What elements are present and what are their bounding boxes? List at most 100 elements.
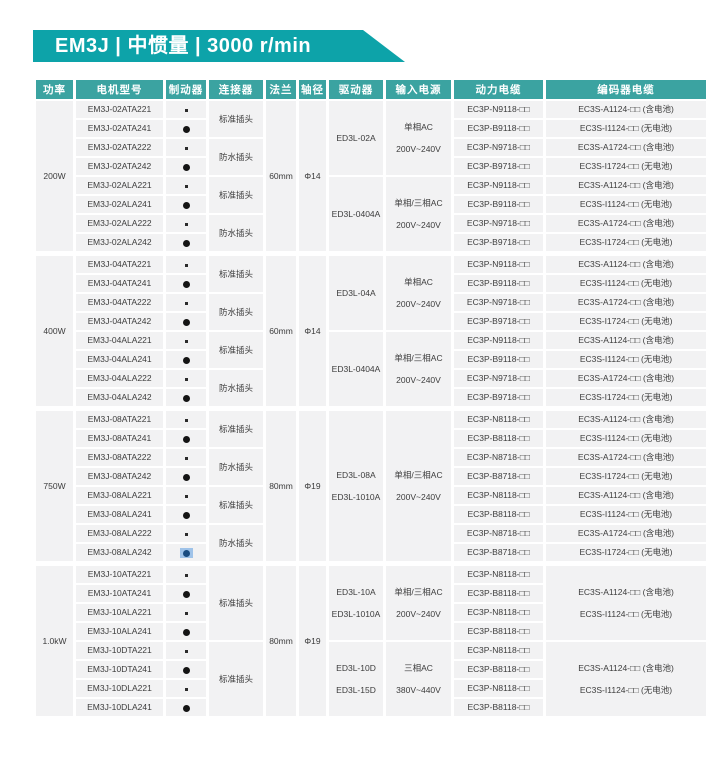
cell-line: EM3J-08ALA242 bbox=[76, 547, 163, 558]
brake-dot-icon bbox=[183, 240, 190, 247]
cell-model: EM3J-08ALA242 bbox=[75, 543, 165, 564]
cell-pcable: EC3P-B8718-□□ bbox=[453, 543, 545, 564]
cell-line: ED3L-1010A bbox=[329, 492, 383, 503]
cell-brake bbox=[165, 176, 208, 195]
cell-line: 防水插头 bbox=[209, 383, 263, 394]
cell-line: EC3P-B8118-□□ bbox=[454, 509, 543, 520]
cell-pcable: EC3P-N8118-□□ bbox=[453, 641, 545, 660]
cell-connector: 防水插头 bbox=[208, 524, 265, 564]
cell-brake bbox=[165, 293, 208, 312]
cell-line: EC3P-B9118-□□ bbox=[454, 354, 543, 365]
cell-brake bbox=[165, 524, 208, 543]
cell-line: 200V~240V bbox=[386, 609, 451, 620]
column-header-model: 电机型号 bbox=[75, 79, 165, 100]
cell-line: 防水插头 bbox=[209, 228, 263, 239]
brake-dash-icon bbox=[185, 612, 188, 615]
cell-line: 60mm bbox=[266, 171, 296, 182]
cell-brake bbox=[165, 254, 208, 275]
brake-dash-icon bbox=[185, 688, 188, 691]
brake-dot-icon bbox=[183, 126, 190, 133]
cell-connector: 标准插头 bbox=[208, 409, 265, 449]
cell-line: EC3P-B9118-□□ bbox=[454, 278, 543, 289]
column-header-flange: 法兰 bbox=[265, 79, 298, 100]
cell-flange: 60mm bbox=[265, 254, 298, 409]
cell-line: EC3P-B8118-□□ bbox=[454, 664, 543, 675]
cell-line: EC3P-B8118-□□ bbox=[454, 588, 543, 599]
cell-model: EM3J-08ATA221 bbox=[75, 409, 165, 430]
cell-brake bbox=[165, 100, 208, 119]
cell-line: EM3J-10ATA221 bbox=[76, 569, 163, 580]
cell-pcable: EC3P-N8118-□□ bbox=[453, 603, 545, 622]
cell-line: EC3P-N8118-□□ bbox=[454, 607, 543, 618]
cell-line: EM3J-04ALA222 bbox=[76, 373, 163, 384]
cell-connector: 标准插头 bbox=[208, 100, 265, 138]
cell-ecable: EC3S-A1724-□□ (含电池) bbox=[545, 138, 707, 157]
cell-connector: 标准插头 bbox=[208, 176, 265, 214]
cell-pcable: EC3P-N9718-□□ bbox=[453, 214, 545, 233]
cell-brake bbox=[165, 138, 208, 157]
cell-line: EC3S-I1124-□□ (无电池) bbox=[546, 123, 706, 134]
cell-ecable: EC3S-A1124-□□ (含电池) bbox=[545, 409, 707, 430]
cell-line: EM3J-04ALA242 bbox=[76, 392, 163, 403]
cell-line: EC3S-I1724-□□ (无电池) bbox=[546, 547, 706, 558]
cell-power: 400W bbox=[35, 254, 75, 409]
cell-power: 1.0kW bbox=[35, 564, 75, 718]
cell-brake bbox=[165, 388, 208, 409]
cell-shaft: Φ14 bbox=[298, 254, 328, 409]
cell-flange: 60mm bbox=[265, 100, 298, 254]
brake-dot-icon bbox=[183, 357, 190, 364]
cell-line: 750W bbox=[36, 481, 73, 492]
cell-ecable: EC3S-I1124-□□ (无电池) bbox=[545, 429, 707, 448]
cell-model: EM3J-04ATA221 bbox=[75, 254, 165, 275]
brake-dash-icon bbox=[185, 419, 188, 422]
cell-line: EM3J-02ALA242 bbox=[76, 237, 163, 248]
cell-model: EM3J-08ATA222 bbox=[75, 448, 165, 467]
cell-ecable: EC3S-A1724-□□ (含电池) bbox=[545, 293, 707, 312]
cell-line: EC3P-B9118-□□ bbox=[454, 199, 543, 210]
cell-line: 标准插头 bbox=[209, 269, 263, 280]
cell-line: EM3J-04ATA222 bbox=[76, 297, 163, 308]
cell-line: EC3S-I1124-□□ (无电池) bbox=[546, 354, 706, 365]
cell-line: EC3P-N8718-□□ bbox=[454, 452, 543, 463]
cell-line: EM3J-02ALA222 bbox=[76, 218, 163, 229]
cell-pcable: EC3P-N8718-□□ bbox=[453, 524, 545, 543]
cell-brake bbox=[165, 622, 208, 641]
cell-pcable: EC3P-B9718-□□ bbox=[453, 157, 545, 176]
cell-brake bbox=[165, 274, 208, 293]
cell-connector: 防水插头 bbox=[208, 448, 265, 486]
cell-ecable: EC3S-I1724-□□ (无电池) bbox=[545, 543, 707, 564]
cell-line: ED3L-1010A bbox=[329, 609, 383, 620]
cell-line: EC3S-A1724-□□ (含电池) bbox=[546, 142, 706, 153]
cell-ecable: EC3S-A1124-□□ (含电池) bbox=[545, 486, 707, 505]
cell-pcable: EC3P-N9118-□□ bbox=[453, 331, 545, 350]
brake-dot-icon bbox=[183, 281, 190, 288]
cell-line: 三相AC bbox=[386, 663, 451, 674]
cell-model: EM3J-10ALA221 bbox=[75, 603, 165, 622]
cell-pcable: EC3P-B9118-□□ bbox=[453, 119, 545, 138]
cell-model: EM3J-10DTA241 bbox=[75, 660, 165, 679]
cell-line: 80mm bbox=[266, 481, 296, 492]
brake-dash-icon bbox=[185, 533, 188, 536]
cell-brake bbox=[165, 233, 208, 254]
cell-ecable: EC3S-I1724-□□ (无电池) bbox=[545, 312, 707, 331]
cell-line: ED3L-15D bbox=[329, 685, 383, 696]
cell-connector: 标准插头 bbox=[208, 486, 265, 524]
brake-dash-icon bbox=[185, 185, 188, 188]
cell-line: Φ14 bbox=[299, 171, 326, 182]
cell-brake bbox=[165, 486, 208, 505]
cell-line: 标准插头 bbox=[209, 190, 263, 201]
cell-line: ED3L-0404A bbox=[329, 209, 383, 220]
cell-line: 单相AC bbox=[386, 122, 451, 133]
brake-dot-icon bbox=[183, 705, 190, 712]
cell-line: EM3J-02ALA241 bbox=[76, 199, 163, 210]
cell-pcable: EC3P-N9718-□□ bbox=[453, 369, 545, 388]
cell-line: 单相/三相AC bbox=[386, 470, 451, 481]
cell-line: EC3S-I1124-□□ (无电池) bbox=[546, 609, 706, 620]
cell-line: EC3S-I1724-□□ (无电池) bbox=[546, 237, 706, 248]
cell-connector: 标准插头 bbox=[208, 564, 265, 642]
cell-line: EC3P-N8718-□□ bbox=[454, 528, 543, 539]
cell-line: EM3J-10ATA241 bbox=[76, 588, 163, 599]
cell-line: ED3L-08A bbox=[329, 470, 383, 481]
